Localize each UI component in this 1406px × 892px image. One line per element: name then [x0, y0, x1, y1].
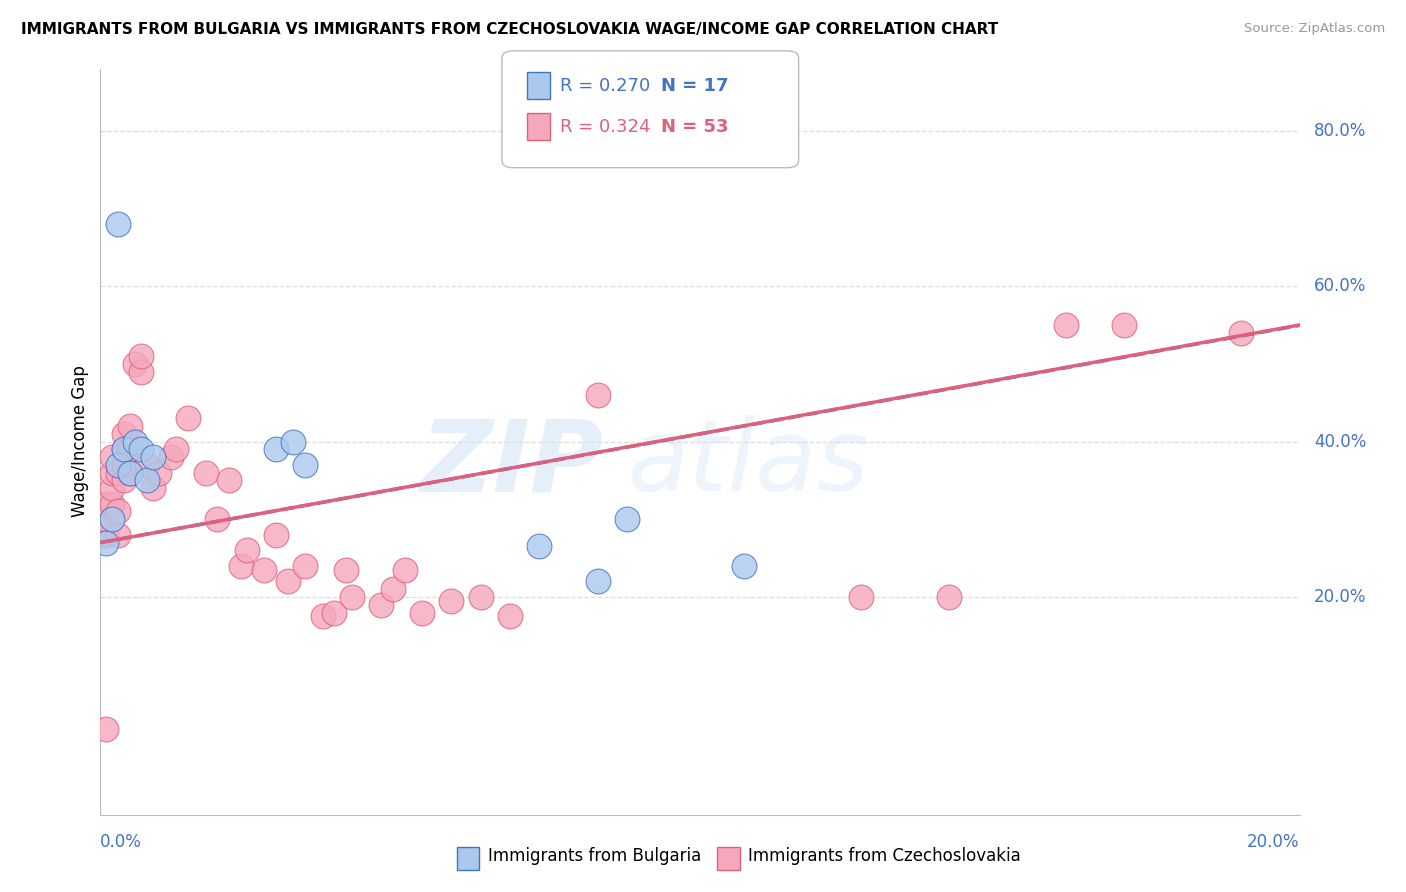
Point — [129, 365, 152, 379]
Point — [335, 563, 357, 577]
Text: Source: ZipAtlas.com: Source: ZipAtlas.com — [1244, 22, 1385, 36]
Point — [112, 426, 135, 441]
Text: N = 53: N = 53 — [661, 118, 728, 136]
Point — [323, 606, 346, 620]
Point — [136, 474, 159, 488]
Point — [177, 411, 200, 425]
Point — [1054, 318, 1077, 332]
Point — [101, 450, 124, 464]
Point — [142, 481, 165, 495]
Point — [101, 497, 124, 511]
Point — [124, 434, 146, 449]
Point — [849, 590, 872, 604]
Point — [148, 466, 170, 480]
Point — [370, 598, 392, 612]
Point — [938, 590, 960, 604]
Point — [294, 458, 316, 472]
Point — [96, 512, 118, 526]
Point — [340, 590, 363, 604]
Text: N = 17: N = 17 — [661, 77, 728, 95]
Text: atlas: atlas — [628, 416, 870, 512]
Point — [411, 606, 433, 620]
Point — [129, 349, 152, 363]
Point — [527, 540, 550, 554]
Point — [283, 434, 305, 449]
Point — [207, 512, 229, 526]
Text: 80.0%: 80.0% — [1315, 121, 1367, 140]
Point — [159, 450, 181, 464]
Point — [118, 466, 141, 480]
Point — [101, 512, 124, 526]
Text: 20.0%: 20.0% — [1315, 588, 1367, 606]
Text: 20.0%: 20.0% — [1247, 833, 1299, 851]
Text: R = 0.324: R = 0.324 — [560, 118, 650, 136]
Point — [118, 442, 141, 457]
Point — [264, 442, 287, 457]
Point — [277, 574, 299, 589]
Point — [586, 388, 609, 402]
Point — [118, 419, 141, 434]
Point — [101, 481, 124, 495]
Point — [112, 442, 135, 457]
Point — [440, 594, 463, 608]
Point — [394, 563, 416, 577]
Point — [294, 558, 316, 573]
Point — [96, 528, 118, 542]
Point — [616, 512, 638, 526]
Point — [235, 543, 257, 558]
Point — [107, 528, 129, 542]
Point — [194, 466, 217, 480]
Point — [101, 466, 124, 480]
Point — [107, 458, 129, 472]
Point — [107, 466, 129, 480]
Point — [118, 466, 141, 480]
Point — [129, 442, 152, 457]
Point — [112, 442, 135, 457]
Point — [142, 450, 165, 464]
Text: 40.0%: 40.0% — [1315, 433, 1367, 450]
Text: Immigrants from Czechoslovakia: Immigrants from Czechoslovakia — [748, 847, 1021, 865]
Point — [218, 474, 240, 488]
Point — [733, 558, 755, 573]
Point — [107, 504, 129, 518]
Point — [229, 558, 252, 573]
Y-axis label: Wage/Income Gap: Wage/Income Gap — [72, 366, 89, 517]
Text: Immigrants from Bulgaria: Immigrants from Bulgaria — [488, 847, 702, 865]
Point — [381, 582, 404, 597]
Point — [136, 458, 159, 472]
Point — [112, 458, 135, 472]
Text: ZIP: ZIP — [420, 416, 605, 512]
Point — [112, 474, 135, 488]
Point — [311, 609, 333, 624]
Point — [1230, 326, 1253, 340]
Text: 0.0%: 0.0% — [100, 833, 142, 851]
Text: IMMIGRANTS FROM BULGARIA VS IMMIGRANTS FROM CZECHOSLOVAKIA WAGE/INCOME GAP CORRE: IMMIGRANTS FROM BULGARIA VS IMMIGRANTS F… — [21, 22, 998, 37]
Point — [96, 497, 118, 511]
Point — [264, 528, 287, 542]
Point — [165, 442, 187, 457]
Point — [499, 609, 522, 624]
Text: 60.0%: 60.0% — [1315, 277, 1367, 295]
Point — [107, 217, 129, 231]
Text: R = 0.270: R = 0.270 — [560, 77, 650, 95]
Point — [96, 535, 118, 549]
Point — [124, 357, 146, 371]
Point — [586, 574, 609, 589]
Point — [253, 563, 276, 577]
Point — [470, 590, 492, 604]
Point — [96, 722, 118, 736]
Point — [1114, 318, 1136, 332]
